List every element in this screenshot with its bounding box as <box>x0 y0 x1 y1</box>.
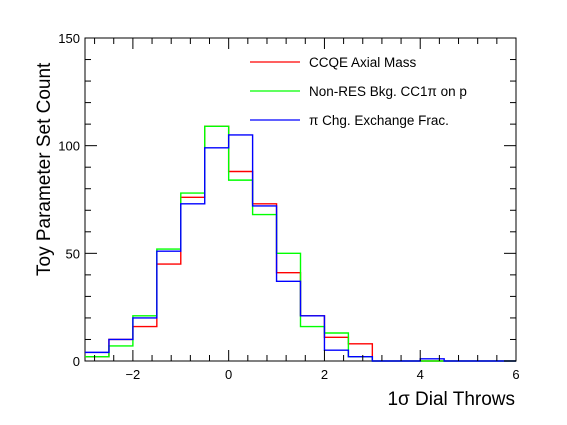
x-tick-label: −2 <box>125 367 140 382</box>
legend: CCQE Axial Mass Non-RES Bkg. CC1π on p π… <box>250 55 467 128</box>
series-line-nonres <box>85 125 516 362</box>
y-tick-label: 50 <box>66 246 80 261</box>
x-tick-label: 4 <box>417 367 424 382</box>
x-tick-label: 2 <box>321 367 328 382</box>
y-tick-label: 100 <box>58 139 80 154</box>
plot-frame <box>84 37 517 362</box>
tick-layer: −2 0 2 4 6 0 50 100 150 <box>58 31 519 382</box>
x-axis-title: 1σ Dial Throws <box>387 389 515 410</box>
series-layer <box>85 125 516 362</box>
legend-label-ccqe: CCQE Axial Mass <box>309 55 417 70</box>
x-tick-label: 6 <box>512 367 519 382</box>
y-tick-label: 150 <box>58 31 80 46</box>
y-axis-title: Toy Parameter Set Count <box>34 62 55 276</box>
legend-label-pion: π Chg. Exchange Frac. <box>309 113 449 128</box>
legend-label-nonres: Non-RES Bkg. CC1π on p <box>309 84 467 99</box>
x-tick-label: 0 <box>225 367 232 382</box>
y-tick-label: 0 <box>73 354 80 369</box>
